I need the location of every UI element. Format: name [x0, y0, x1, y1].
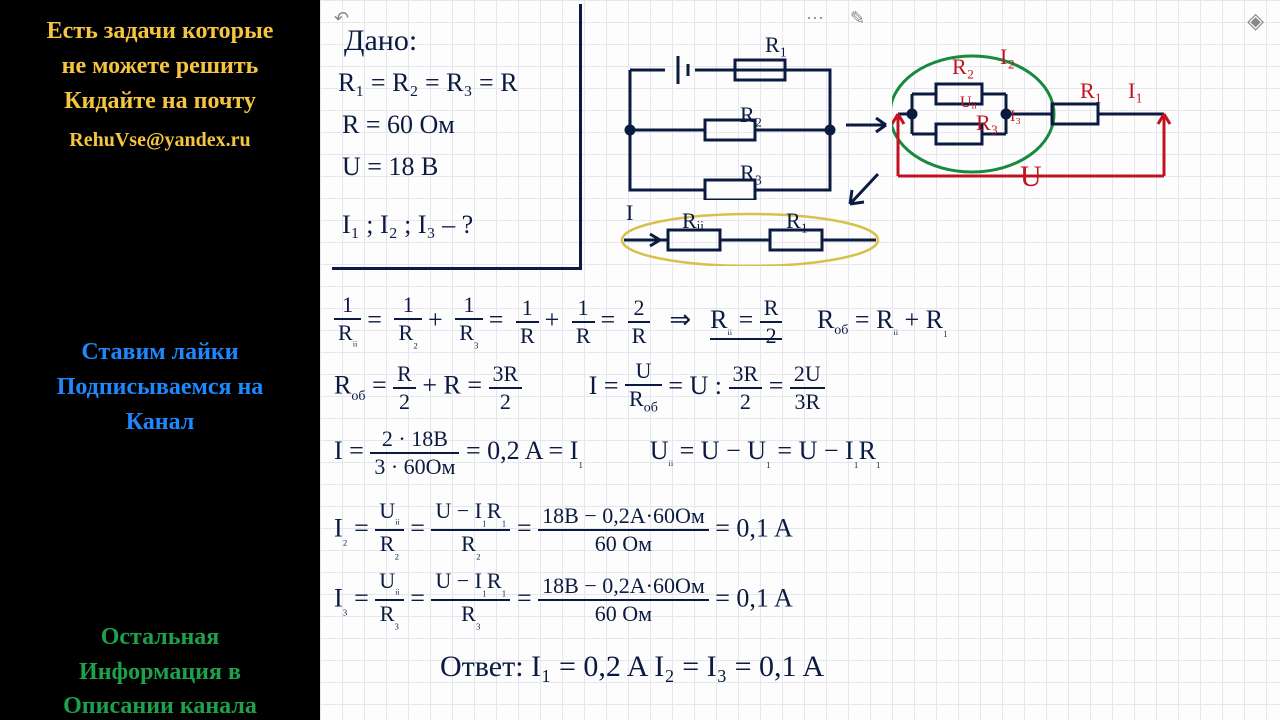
sidebar: Есть задачи которые не можете решить Кид…	[0, 0, 320, 720]
more-icon[interactable]: ···	[806, 8, 824, 29]
given-title: Дано:	[344, 24, 417, 58]
current-label: I₂	[1000, 44, 1015, 70]
work-line: 1Rᵢᵢ= 1R₂+ 1R₃= 1R+ 1R= 2R ⇒ Rᵢᵢ = R2 Rо…	[334, 294, 1270, 349]
circuit-series	[620, 206, 880, 266]
current-label: I₁	[1128, 78, 1143, 104]
video-frame: Есть задачи которые не можете решить Кид…	[0, 0, 1280, 720]
sidebar-top-block: Есть задачи которые не можете решить Кид…	[47, 14, 274, 155]
sidebar-text: Ставим лайки	[57, 335, 264, 370]
arrow-to-equiv	[844, 110, 894, 140]
sidebar-text: Описании канала	[63, 689, 257, 720]
sidebar-text: Есть задачи которые	[47, 14, 274, 49]
work-line: Rоб = R2 + R = 3R2 I = URоб = U : 3R2 = …	[334, 360, 1270, 415]
pen-icon[interactable]: ✎	[850, 8, 865, 29]
equiv-label: R₁	[1080, 78, 1102, 104]
resistor-label: R₂	[740, 102, 762, 128]
voltage-label: U	[1020, 160, 1042, 194]
circuit-main	[620, 30, 840, 200]
given-line: U = 18 В	[342, 152, 438, 182]
given-line: R₁ = R₂ = R₃ = R	[338, 68, 518, 98]
work-line: I = 2 · 18В3 · 60Ом = 0,2 A = I₁ Uᵢᵢ = U…	[334, 428, 1270, 478]
given-line: I₁ ; I₂ ; I₃ – ?	[342, 210, 473, 240]
sidebar-text: Остальная	[63, 620, 257, 655]
sidebar-mid-block: Ставим лайки Подписываемся на Канал	[57, 335, 264, 439]
resistor-label: R₁	[765, 32, 787, 58]
work-line: I₃ = UᵢᵢR₃ = U − I₁R₁R₃ = 18В − 0,2A·60О…	[334, 570, 1270, 631]
resistor-label: R₃	[740, 160, 762, 186]
layers-icon[interactable]: ◈	[1247, 8, 1264, 34]
equiv-label: Uᵢᵢ	[960, 94, 977, 112]
sidebar-text: Канал	[57, 405, 264, 440]
sidebar-text: Кидайте на почту	[47, 84, 274, 119]
resistor-label: R₁	[786, 208, 808, 234]
equiv-label: R₂	[952, 54, 974, 80]
sidebar-text: Подписываемся на	[57, 370, 264, 405]
sidebar-text: не можете решить	[47, 49, 274, 84]
equiv-label: R₃	[976, 110, 998, 136]
whiteboard-canvas: ↶ ··· ✎ ◈ Дано: R₁ = R₂ = R₃ = R R = 60 …	[320, 0, 1280, 720]
arrow-to-series	[844, 170, 884, 210]
sidebar-text: Информация в	[63, 655, 257, 690]
answer-line: Ответ: I₁ = 0,2 A I₂ = I₃ = 0,1 A	[440, 650, 824, 684]
resistor-label: Rᵢᵢ	[682, 208, 704, 234]
sidebar-bottom-block: Остальная Информация в Описании канала	[63, 620, 257, 720]
current-label: I₃	[1010, 108, 1021, 126]
given-line: R = 60 Ом	[342, 110, 455, 140]
current-label: I	[626, 200, 633, 226]
sidebar-email: RehuVse@yandex.ru	[47, 126, 274, 155]
work-line: I₂ = UᵢᵢR₂ = U − I₁R₁R₂ = 18В − 0,2A·60О…	[334, 500, 1270, 561]
